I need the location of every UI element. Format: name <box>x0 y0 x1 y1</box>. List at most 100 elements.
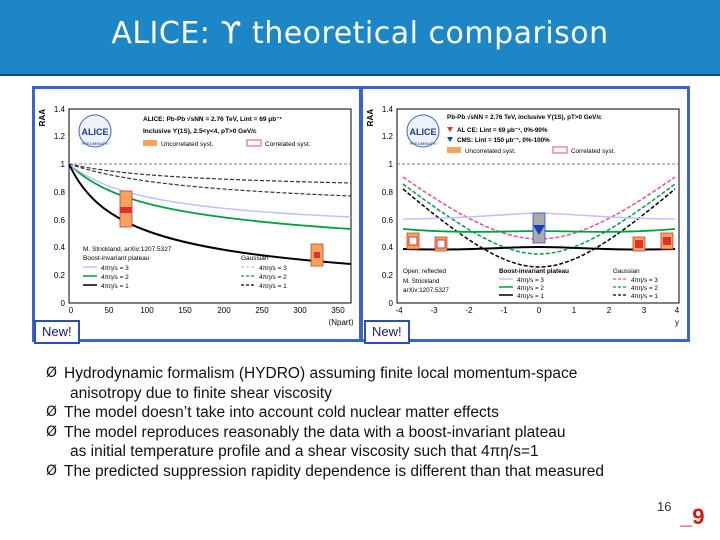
right-curve-gauss-1 <box>402 188 676 268</box>
left-gauss-label: 4πη/s = 1 <box>259 283 287 290</box>
right-legend-cms-marker <box>447 137 453 142</box>
bullet-arrow-icon: Ø <box>46 423 58 440</box>
slide-id-marker: _9 <box>680 504 705 529</box>
left-plot-svg: 0 0.2 0.4 0.6 0.8 1 1.2 1.4 RAA 0 50 100… <box>38 105 354 327</box>
left-curve-bip-1 <box>68 163 352 265</box>
left-xtick: 200 <box>217 306 231 315</box>
right-legend-uncorr-swatch <box>447 147 461 153</box>
right-new-badge: New! <box>364 320 410 344</box>
left-data-point <box>120 207 132 213</box>
bullet-text: The model doesn’t take into account cold… <box>64 404 499 421</box>
left-plot-panel: 0 0.2 0.4 0.6 0.8 1 1.2 1.4 RAA 0 50 100… <box>32 86 362 342</box>
left-ytick: 0.6 <box>54 216 66 225</box>
right-cms-point <box>533 225 545 235</box>
left-ytick: 1.2 <box>54 132 66 141</box>
right-data-point <box>635 240 643 248</box>
left-legend-corr: Correlated syst. <box>265 141 311 148</box>
right-boost-label: Boost-invariant plateau <box>499 268 569 275</box>
left-curve-gauss-3 <box>68 163 352 184</box>
right-xtick: 2 <box>607 306 612 315</box>
left-legend-uncorr: Uncorrelated syst. <box>161 141 214 148</box>
right-logo-sub: PRELIMINARY <box>409 141 436 146</box>
right-xtick: 0 <box>537 306 542 315</box>
left-curve-gauss-2 <box>68 163 352 197</box>
bullet-item: Ø Hydrodynamic formalism (HYDRO) assumin… <box>46 364 686 403</box>
left-curve-label: 4πη/s = 3 <box>101 265 129 272</box>
left-curve-bip-3 <box>68 163 352 218</box>
right-curve-gauss-2 <box>402 183 676 255</box>
right-gaussian-label: Gaussian <box>613 268 640 275</box>
left-legend-line1: ALICE: Pb-Pb √sNN = 2.76 TeV, Lint = 69 … <box>143 115 282 123</box>
bullet-text-cont: anisotropy due to finite shear viscosity <box>70 384 332 402</box>
left-xtick: 100 <box>140 306 154 315</box>
left-legend-line2: Inclusive ϒ(1S), 2.5<y<4, pT>0 GeV/c <box>143 128 257 135</box>
bullet-arrow-icon: Ø <box>46 462 58 479</box>
left-xtick: 350 <box>331 306 345 315</box>
right-ytick: 0.4 <box>382 243 394 252</box>
bullet-arrow-icon: Ø <box>46 365 58 381</box>
right-legend-alice-marker <box>447 127 453 132</box>
right-plot-svg: 0 0.2 0.4 0.6 0.8 1 1.2 1.4 RAA -4 -3 -2… <box>366 105 680 327</box>
left-legend-corr-swatch <box>246 139 262 147</box>
right-xtick: 4 <box>675 306 680 315</box>
left-xtick: 250 <box>255 306 269 315</box>
right-x-axis-label: y <box>675 318 679 327</box>
right-curve-bip-1 <box>402 245 676 251</box>
bullet-text: Hydrodynamic formalism (HYDRO) assuming … <box>64 365 578 382</box>
right-curve-label: 4πη/s = 3 <box>517 277 544 284</box>
right-legend-line2: AL CE: Lint = 69 μb⁻¹, 0%-90% <box>457 127 548 134</box>
bullet-item: Ø The model reproduces reasonably the da… <box>46 423 686 462</box>
left-curve-bip-2 <box>68 163 352 230</box>
bullet-list: Ø Hydrodynamic formalism (HYDRO) assumin… <box>46 364 686 481</box>
right-curve-label: 4πη/s = 2 <box>517 285 544 292</box>
left-model-ref1: M. Strickland, arXiv:1207.5327 <box>83 246 172 253</box>
right-legend-uncorr: Uncorrelated syst. <box>465 148 516 155</box>
left-ytick: 0.4 <box>54 243 66 252</box>
left-ytick: 0.8 <box>54 188 66 197</box>
title-bar: ALICE: ϒ theoretical comparison <box>0 0 720 76</box>
right-gauss-label: 4πη/s = 2 <box>631 285 658 292</box>
left-curve-label: 4πη/s = 1 <box>101 283 129 290</box>
right-xtick: -4 <box>395 306 403 315</box>
left-data-point <box>314 252 320 258</box>
right-legend-corr: Correlated syst. <box>571 148 615 155</box>
left-curve-label: 4πη/s = 2 <box>101 274 129 281</box>
left-new-badge: New! <box>34 320 80 344</box>
right-ytick: 0.6 <box>382 216 394 225</box>
right-legend-corr-swatch <box>552 146 568 154</box>
right-plot-panel: 0 0.2 0.4 0.6 0.8 1 1.2 1.4 RAA -4 -3 -2… <box>360 86 690 342</box>
right-data-point <box>663 237 671 245</box>
left-ytick: 1 <box>61 160 66 169</box>
left-legend-uncorr-swatch <box>143 140 157 146</box>
right-open-reflected: Open: reflected <box>403 268 447 275</box>
right-y-axis-label: RAA <box>366 109 375 127</box>
left-ytick: 0 <box>61 299 66 308</box>
bullet-text: The model reproduces reasonably the data… <box>64 423 566 441</box>
right-curve-label: 4πη/s = 1 <box>517 293 544 300</box>
right-ytick: 1.2 <box>382 132 394 141</box>
left-ytick: 0.2 <box>54 271 66 280</box>
bullet-item: Ø The predicted suppression rapidity dep… <box>46 462 686 482</box>
left-xtick: 0 <box>69 306 74 315</box>
left-xtick: 150 <box>178 306 192 315</box>
right-logo-text: ALICE <box>410 127 437 137</box>
right-ytick: 0.2 <box>382 271 394 280</box>
right-legend-line1: Pb-Pb √sNN = 2.76 TeV, inclusive ϒ(1S), … <box>447 114 602 121</box>
left-plot-frame <box>68 108 352 304</box>
right-alice-logo: ALICE PRELIMINARY <box>406 114 440 148</box>
right-gauss-label: 4πη/s = 1 <box>631 293 658 300</box>
left-gauss-label: 4πη/s = 3 <box>259 265 287 272</box>
page-number: 16 <box>657 499 672 514</box>
right-xtick: 3 <box>642 306 647 315</box>
left-logo-text: ALICE <box>82 127 109 137</box>
right-ytick: 1 <box>389 160 394 169</box>
left-logo-sub: PRELIMINARY <box>81 141 108 146</box>
right-xtick: 1 <box>572 306 577 315</box>
left-xtick: 300 <box>293 306 307 315</box>
right-xtick: -2 <box>465 306 473 315</box>
left-x-axis-label: ⟨Npart⟩ <box>328 318 354 327</box>
left-model-ref2: Boost-invariant plateau <box>83 255 150 262</box>
left-gaussian-label: Gaussian <box>241 255 269 262</box>
bullet-arrow-icon: Ø <box>46 404 58 420</box>
bullet-text: The predicted suppression rapidity depen… <box>64 462 604 480</box>
